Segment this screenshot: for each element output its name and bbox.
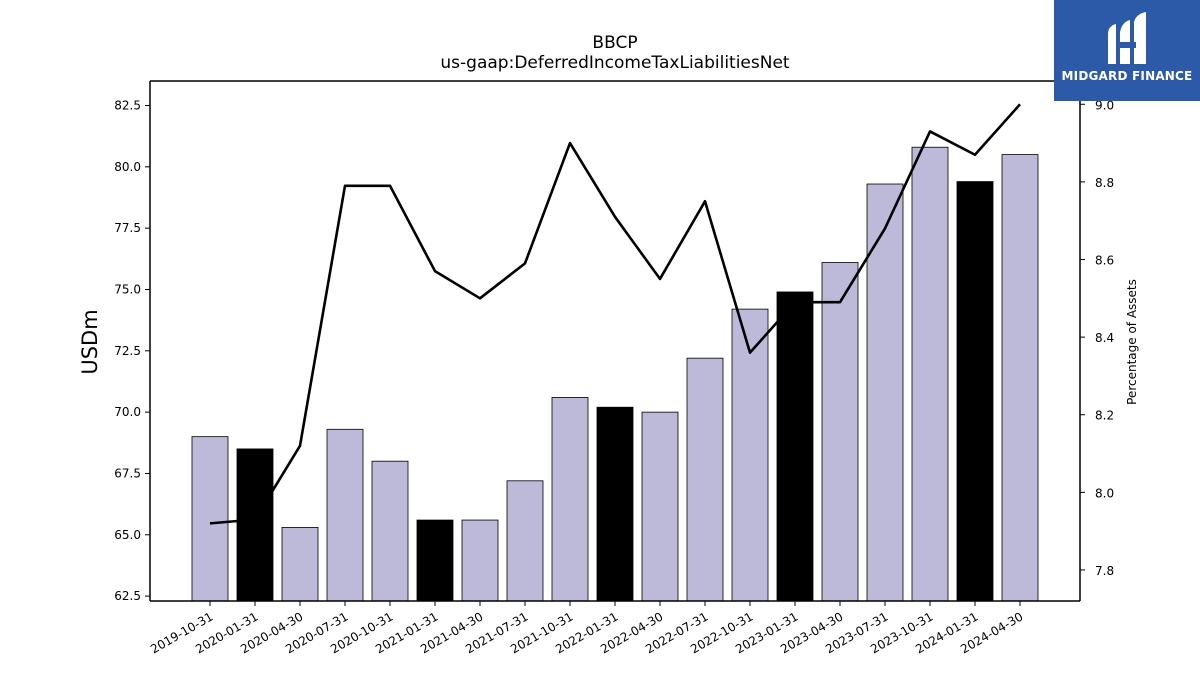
chart-subtitle: us-gaap:DeferredIncomeTaxLiabilitiesNet <box>440 53 790 73</box>
line-series <box>209 103 1021 525</box>
y-axis-label: USDm <box>78 309 102 374</box>
bar-2023-04-30 <box>821 262 859 602</box>
bar-2022-10-31 <box>731 308 769 602</box>
bar-2021-01-31 <box>416 519 454 602</box>
bar-2021-07-31 <box>506 480 544 602</box>
left-tick-label: 70.0 <box>114 405 141 419</box>
right-tick-label: 8.6 <box>1095 254 1114 268</box>
right-tick-label: 8.8 <box>1095 176 1114 190</box>
bar-2020-01-31 <box>236 448 274 602</box>
right-tick-label: 9.0 <box>1095 98 1114 112</box>
y2-axis-label: Percentage of Assets <box>1125 279 1139 405</box>
bar-2020-10-31 <box>371 460 409 602</box>
bar-2022-07-31 <box>686 357 724 602</box>
bar-2020-07-31 <box>326 428 364 602</box>
left-tick-label: 75.0 <box>114 282 141 296</box>
bar-2019-10-31 <box>191 436 229 602</box>
left-tick-label: 77.5 <box>114 221 141 235</box>
brand-name: MIDGARD FINANCE <box>1061 69 1193 83</box>
right-tick-label: 7.8 <box>1095 564 1114 578</box>
left-tick-label: 62.5 <box>114 589 141 603</box>
bar-2021-04-30 <box>461 519 499 602</box>
bar-2023-10-31 <box>911 146 949 602</box>
left-tick-label: 80.0 <box>114 160 141 174</box>
right-axis-ticks: 7.8 8.0 8.2 8.4 8.6 8.8 9.0 <box>1080 98 1114 578</box>
bar-2023-07-31 <box>866 183 904 602</box>
bar-2022-04-30 <box>641 411 679 602</box>
left-tick-label: 72.5 <box>114 344 141 358</box>
bar-2020-04-30 <box>281 527 319 602</box>
bar-2022-01-31 <box>596 406 634 602</box>
chart-title: BBCP <box>592 33 637 53</box>
right-tick-label: 8.0 <box>1095 486 1114 500</box>
bar-2023-01-31 <box>776 291 814 602</box>
bar-2024-01-31 <box>956 181 994 602</box>
midgard-logo-mark-icon <box>1108 12 1146 64</box>
brand-logo: MIDGARD FINANCE <box>1054 0 1200 101</box>
bar-2021-10-31 <box>551 397 589 602</box>
bar-2024-04-30 <box>1001 154 1039 602</box>
right-tick-label: 8.4 <box>1095 331 1114 345</box>
bar-series <box>191 146 1039 602</box>
left-tick-label: 65.0 <box>114 528 141 542</box>
percentage-line <box>209 103 1021 525</box>
right-tick-label: 8.2 <box>1095 409 1114 423</box>
left-tick-label: 82.5 <box>114 99 141 113</box>
left-tick-label: 67.5 <box>114 466 141 480</box>
left-axis-ticks: 62.5 65.0 67.5 70.0 72.5 75.0 77.5 80.0 82.5 <box>114 99 150 603</box>
x-axis-ticks: 2019-10-312020-01-312020-04-302020-07-31… <box>148 601 1026 656</box>
